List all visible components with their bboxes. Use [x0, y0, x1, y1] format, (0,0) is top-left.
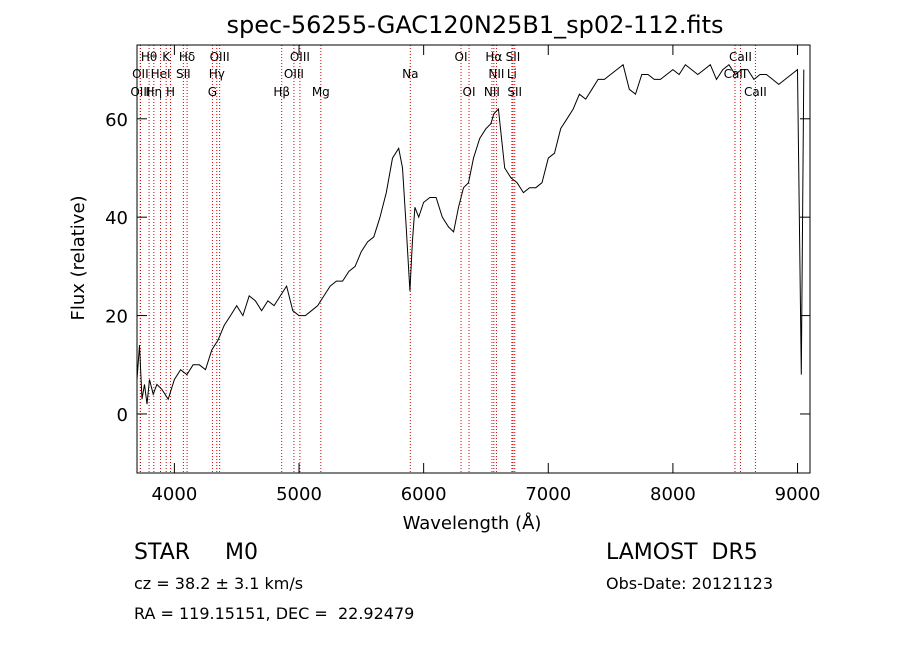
line-marker-label: Mg	[312, 85, 330, 99]
x-tick-label: 7000	[525, 484, 571, 505]
line-marker-label: OIII	[210, 50, 230, 64]
line-markers: Hθ K Hδ OIII OIII OI Hα SII CaII OII HeI SII Hγ OIII N…	[130, 45, 767, 473]
line-marker-label: NII	[488, 67, 504, 81]
x-axis-label: Wavelength (Å)	[403, 512, 542, 534]
redshift-cz: cz = 38.2 ± 3.1 km/s	[134, 574, 304, 593]
x-tick-label: 8000	[650, 484, 696, 505]
line-marker-label: OI	[455, 50, 468, 64]
spectrum-line	[136, 63, 805, 405]
object-class: STAR M0	[134, 540, 258, 565]
line-marker-label: SII	[507, 85, 522, 99]
y-tick-label: 40	[105, 208, 128, 229]
line-marker-label: SII	[506, 50, 521, 64]
coordinates: RA = 119.15151, DEC = 22.92479	[134, 604, 415, 623]
line-marker-label: Hη	[146, 85, 163, 99]
line-marker-label: CaII	[729, 50, 752, 64]
line-marker-label: Hγ	[209, 67, 225, 81]
y-tick-label: 60	[105, 110, 128, 131]
line-marker-label: Hβ	[273, 85, 290, 99]
line-marker-label: OIII	[130, 85, 150, 99]
line-marker-label: OII	[132, 67, 149, 81]
line-marker-label: Hθ	[141, 50, 157, 64]
survey-release: LAMOST DR5	[606, 540, 758, 565]
line-marker-label: K	[162, 50, 171, 64]
axis-ticks: 4000 5000 6000 7000 8000 9000 0 20 40 60	[105, 45, 820, 505]
line-marker-label: Hδ	[179, 50, 195, 64]
line-marker-label: CaII	[744, 85, 767, 99]
y-tick-label: 20	[105, 307, 128, 328]
line-marker-label: Hα	[485, 50, 502, 64]
y-axis-label: Flux (relative)	[68, 195, 89, 320]
line-marker-label: H	[166, 85, 175, 99]
x-tick-label: 6000	[401, 484, 447, 505]
x-tick-label: 4000	[151, 484, 197, 505]
line-marker-label: OIII	[284, 67, 304, 81]
plot-frame	[136, 44, 811, 474]
x-tick-label: 9000	[775, 484, 821, 505]
line-marker-label: Na	[402, 67, 418, 81]
line-marker-label: G	[208, 85, 217, 99]
line-marker-label: OI	[463, 85, 476, 99]
line-marker-label: OIII	[290, 50, 310, 64]
line-marker-label: SII	[176, 67, 191, 81]
line-marker-label: HeI	[151, 67, 171, 81]
y-tick-label: 0	[117, 405, 128, 426]
chart-title: spec-56255-GAC120N25B1_sp02-112.fits	[226, 11, 723, 39]
line-marker-label: NII	[484, 85, 500, 99]
obs-date: Obs-Date: 20121123	[606, 574, 774, 593]
x-tick-label: 5000	[276, 484, 322, 505]
line-marker-label: Li	[507, 67, 517, 81]
